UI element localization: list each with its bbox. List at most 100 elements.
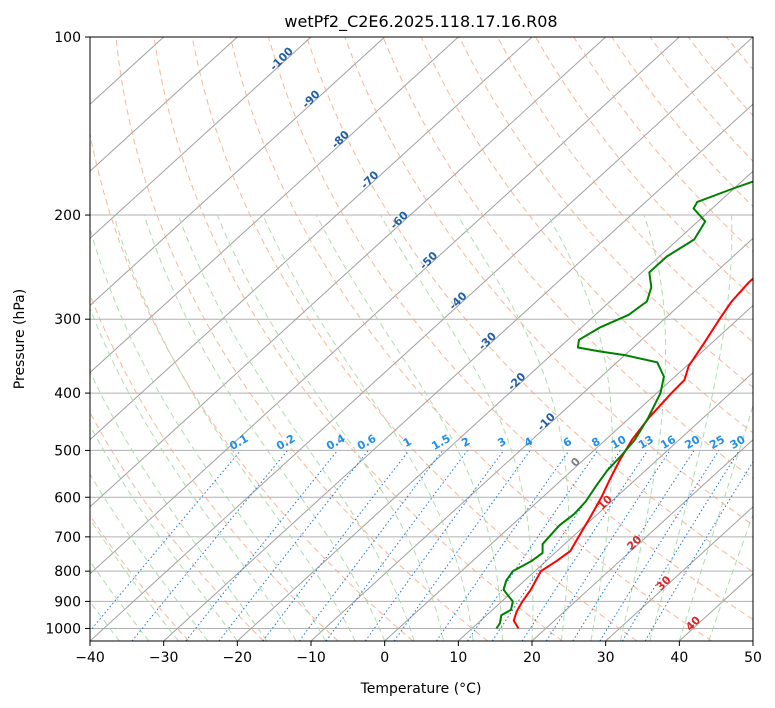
y-tick-label: 600	[54, 490, 81, 506]
isotherm-line	[163, 103, 753, 641]
mixing-ratio-line	[572, 450, 695, 641]
moist-adiabat-line	[113, 214, 356, 641]
dry-adiabat-line	[268, 37, 753, 621]
mixing-ratio-line	[298, 450, 444, 641]
x-tick-label: 30	[597, 650, 615, 666]
adiabat-label: 40	[683, 613, 703, 633]
mixing-ratio-label: 0.6	[355, 432, 379, 453]
x-tick-label: 0	[380, 650, 389, 666]
y-tick-label: 700	[54, 530, 81, 546]
isotherm-line	[90, 37, 607, 508]
label-layer: 0.1 0.2 0.4 0.6 1 1.5 2 3 4 6 8 10 13 16 20 25 30-100-90…	[227, 44, 747, 633]
moist-adiabat-line	[90, 370, 268, 641]
dry-adiabat-line	[153, 37, 563, 641]
moist-adiabat-line	[315, 214, 503, 641]
dry-adiabat-line	[90, 514, 190, 641]
x-tick-label: −10	[296, 650, 326, 666]
isotherm-line	[310, 237, 753, 641]
mixing-ratio-label: 1.5	[429, 432, 452, 453]
mixing-ratio-line	[599, 450, 720, 641]
adiabat-label: 20	[624, 533, 644, 553]
adiabat-label: -20	[505, 370, 528, 393]
x-tick-label: 40	[670, 650, 688, 666]
moist-adiabat-line	[619, 214, 667, 641]
isotherm-line	[384, 304, 753, 641]
mixing-ratio-line	[90, 450, 242, 632]
isotherm-line	[752, 640, 753, 641]
y-tick-label: 800	[54, 564, 81, 580]
moist-adiabat-line	[90, 473, 209, 641]
adiabat-label: -50	[417, 249, 440, 272]
mixing-ratio-line	[131, 450, 288, 641]
adiabat-label: -80	[329, 128, 352, 151]
mixing-ratio-line	[262, 450, 410, 641]
chart-title: wetPf2_C2E6.2025.118.17.16.R08	[284, 12, 557, 32]
adiabat-label: 10	[595, 492, 615, 512]
mixing-ratio-label: 3	[495, 435, 508, 450]
mixing-ratio-line	[393, 450, 531, 641]
mixing-ratio-line	[545, 450, 671, 641]
mixing-ratio-label: 0.1	[227, 432, 250, 453]
mixing-ratio-line	[467, 450, 599, 641]
moist-adiabat-line	[216, 214, 445, 641]
dry-adiabat-line	[687, 37, 753, 117]
isotherm-line	[236, 170, 753, 641]
dry-adiabat-line	[115, 37, 488, 641]
y-tick-label: 400	[54, 386, 81, 402]
dry-adiabat-line	[535, 37, 753, 298]
mixing-ratio-label: 1	[401, 435, 414, 450]
adiabat-label: -60	[388, 208, 411, 231]
mixing-ratio-label: 25	[707, 433, 727, 452]
x-axis-label: Temperature (°C)	[360, 681, 482, 697]
dry-adiabat-line	[90, 411, 264, 641]
mixing-ratio-label: 30	[728, 433, 748, 452]
x-tick-label: 10	[449, 650, 467, 666]
adiabat-label: -30	[476, 329, 499, 352]
isotherm-line	[90, 37, 238, 172]
dry-adiabat-line	[306, 37, 753, 573]
grid-layer	[90, 37, 775, 641]
x-tick-label: −20	[223, 650, 253, 666]
isotherm-line	[605, 506, 753, 641]
y-tick-label: 200	[54, 208, 81, 224]
dry-adiabat-line	[649, 37, 753, 162]
dry-adiabat-line	[344, 37, 753, 526]
dry-adiabat-line	[765, 37, 775, 641]
mixing-ratio-label: 2	[459, 435, 472, 450]
isotherm-line	[90, 37, 459, 374]
mixing-ratio-line	[364, 450, 505, 641]
axis-layer: −40 −30 −20 −10 0 10 20 30 40 50 100 200 300 400 500 60…	[45, 30, 762, 666]
x-tick-label: −40	[75, 650, 105, 666]
mixing-ratio-line	[521, 450, 649, 641]
y-tick-label: 900	[54, 594, 81, 610]
dry-adiabat-line	[90, 131, 414, 641]
adiabat-label: -90	[299, 87, 322, 110]
y-tick-label: 100	[54, 30, 81, 46]
x-tick-label: 50	[744, 650, 762, 666]
mixing-ratio-line	[621, 450, 740, 641]
moist-adiabat-line	[678, 404, 753, 641]
mixing-ratio-line	[185, 450, 338, 641]
mixing-ratio-label: 4	[522, 435, 535, 450]
y-tick-label: 500	[54, 443, 81, 459]
mixing-ratio-line	[218, 450, 369, 641]
isotherm-line	[90, 37, 312, 240]
x-tick-label: −30	[149, 650, 179, 666]
dry-adiabat-line	[229, 37, 712, 641]
dry-adiabat-line	[611, 37, 753, 208]
mixing-ratio-label: 20	[683, 433, 703, 452]
dry-adiabat-line	[191, 37, 638, 641]
isotherm-line	[90, 37, 680, 575]
isotherm-line	[90, 37, 533, 441]
isotherm-line	[90, 37, 753, 641]
moist-adiabat-line	[177, 214, 415, 641]
adiabat-label: -40	[446, 289, 469, 312]
isotherm-line	[90, 37, 386, 307]
moist-adiabat-line	[143, 214, 386, 641]
moist-adiabat-line	[90, 518, 179, 641]
moist-adiabat-line	[379, 214, 534, 641]
moist-adiabat-line	[262, 214, 474, 641]
mixing-ratio-label: 0.2	[274, 432, 297, 453]
moist-adiabat-line	[90, 226, 327, 641]
